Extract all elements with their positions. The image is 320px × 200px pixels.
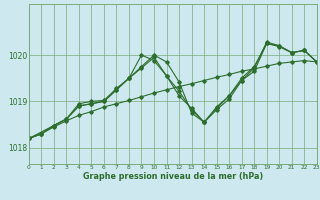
X-axis label: Graphe pression niveau de la mer (hPa): Graphe pression niveau de la mer (hPa) — [83, 172, 263, 181]
